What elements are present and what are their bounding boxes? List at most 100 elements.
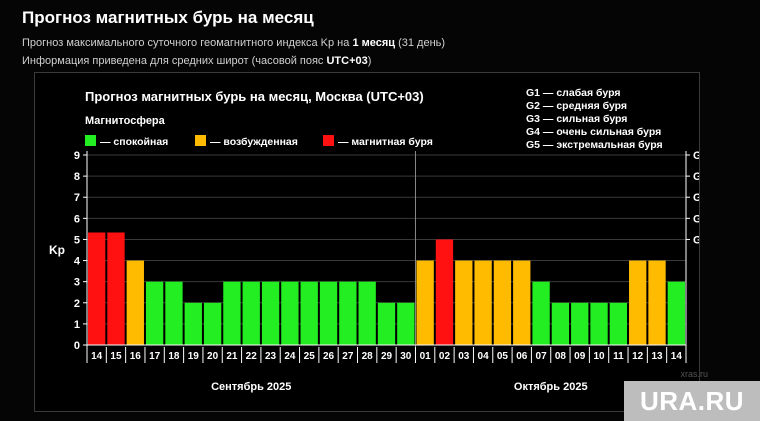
x-tick-label: 10 — [593, 351, 605, 362]
x-tick-label: 09 — [574, 351, 586, 362]
legend-title: Магнитосфера — [85, 115, 166, 127]
chart-svg: Прогноз магнитных бурь на месяц, Москва … — [49, 87, 699, 393]
x-tick-label: 07 — [536, 351, 548, 362]
kp-bar — [609, 302, 628, 345]
kp-bar — [590, 302, 608, 345]
g-scale-item: G4 — очень сильная буря — [526, 126, 661, 138]
x-tick-label: 13 — [651, 351, 663, 362]
kp-bar — [648, 260, 666, 345]
x-tick-label: 08 — [555, 351, 567, 362]
kp-bar — [358, 281, 376, 345]
kp-bar — [165, 281, 183, 345]
kp-bar — [281, 281, 299, 345]
kp-bar — [339, 281, 357, 345]
x-tick-label: 14 — [671, 351, 683, 362]
kp-bar — [551, 302, 570, 345]
x-tick-label: 01 — [420, 351, 432, 362]
x-tick-label: 12 — [632, 351, 644, 362]
kp-bar — [667, 281, 685, 345]
month-label: Сентябрь 2025 — [211, 381, 291, 393]
legend-label-storm: — магнитная буря — [338, 136, 433, 148]
kp-bar — [571, 302, 589, 345]
y-tick-label: 4 — [74, 256, 81, 268]
kp-bar — [377, 302, 396, 345]
x-tick-label: 26 — [323, 351, 335, 362]
chart-title: Прогноз магнитных бурь на месяц, Москва … — [85, 89, 424, 104]
description-days: (31 день) — [395, 37, 446, 49]
x-tick-label: 14 — [91, 351, 103, 362]
y-tick-label: 3 — [74, 277, 80, 289]
y-axis-label: Kp — [49, 243, 65, 257]
g-scale-item: G2 — средняя буря — [526, 100, 627, 112]
kp-bar — [261, 281, 280, 345]
page-title: Прогноз магнитных бурь на месяц — [22, 8, 314, 27]
kp-bar — [300, 281, 318, 345]
legend-swatch-calm — [85, 135, 96, 146]
x-tick-label: 28 — [362, 351, 374, 362]
g-tick-label: G2 — [693, 213, 699, 225]
x-tick-label: 05 — [497, 351, 509, 362]
kp-bar — [532, 281, 550, 345]
kp-bar — [493, 260, 512, 345]
g-tick-label: G4 — [693, 171, 699, 183]
g-scale-item: G1 — слабая буря — [526, 87, 621, 99]
x-tick-label: 30 — [400, 351, 412, 362]
x-tick-label: 16 — [130, 351, 142, 362]
x-tick-label: 27 — [342, 351, 354, 362]
month-label: Октябрь 2025 — [514, 381, 588, 393]
kp-bar — [223, 281, 241, 345]
g-scale-item: G3 — сильная буря — [526, 113, 627, 125]
x-tick-label: 23 — [265, 351, 277, 362]
y-tick-label: 1 — [74, 319, 80, 331]
kp-bar — [397, 302, 415, 345]
y-tick-label: 8 — [74, 171, 80, 183]
description-period: 1 месяц — [352, 37, 396, 49]
kp-bar — [629, 260, 647, 345]
legend-swatch-storm — [323, 135, 334, 146]
kp-forecast-chart: Прогноз магнитных бурь на месяц, Москва … — [34, 72, 700, 412]
kp-bar — [455, 260, 473, 345]
x-tick-label: 15 — [110, 351, 122, 362]
source-watermark: xras.ru — [680, 369, 708, 379]
x-tick-label: 04 — [478, 351, 490, 362]
x-tick-label: 18 — [168, 351, 180, 362]
x-tick-label: 02 — [439, 351, 451, 362]
kp-bar — [242, 281, 260, 345]
timezone-note: Информация приведена для средних широт (… — [22, 55, 371, 67]
x-tick-label: 25 — [304, 351, 316, 362]
timezone-close: ) — [367, 55, 372, 67]
kp-bar — [203, 302, 222, 345]
kp-bar — [107, 232, 125, 345]
kp-bar — [416, 260, 434, 345]
ura-logo-watermark: URA.RU — [624, 381, 760, 421]
kp-bar — [184, 302, 202, 345]
x-tick-label: 11 — [613, 351, 624, 362]
kp-bar — [126, 260, 144, 345]
kp-bar — [435, 239, 454, 345]
x-tick-label: 19 — [188, 351, 200, 362]
legend-label-excited: — возбужденная — [210, 136, 298, 148]
y-tick-label: 9 — [74, 150, 80, 162]
x-tick-label: 06 — [516, 351, 528, 362]
timezone-text: Информация приведена для средних широт (… — [22, 55, 327, 67]
timezone-value: UTC+03 — [326, 55, 368, 67]
g-scale-item: G5 — экстремальная буря — [526, 139, 663, 151]
x-tick-label: 21 — [226, 351, 238, 362]
x-tick-label: 17 — [149, 351, 161, 362]
x-tick-label: 24 — [284, 351, 296, 362]
kp-bar — [474, 260, 492, 345]
x-tick-label: 03 — [458, 351, 470, 362]
y-tick-label: 7 — [74, 192, 80, 204]
description-text: Прогноз максимального суточного геомагни… — [22, 37, 353, 49]
y-tick-label: 2 — [74, 298, 80, 310]
legend-label-calm: — спокойная — [100, 136, 168, 148]
kp-bar — [513, 260, 531, 345]
g-tick-label: G3 — [693, 192, 699, 204]
x-tick-label: 22 — [246, 351, 258, 362]
y-tick-label: 6 — [74, 213, 80, 225]
g-tick-label: G1 — [693, 234, 699, 246]
g-tick-label: G5 — [693, 150, 699, 162]
kp-bar — [88, 232, 106, 345]
kp-bar — [145, 281, 164, 345]
x-tick-label: 20 — [207, 351, 219, 362]
